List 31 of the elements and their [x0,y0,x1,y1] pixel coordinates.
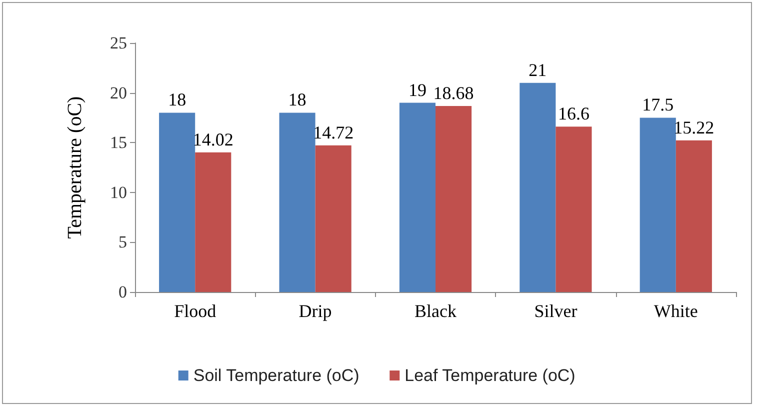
data-label: 18 [288,90,306,110]
legend-label: Leaf Temperature (oC) [404,366,576,385]
y-tick-label: 15 [110,133,127,152]
y-tick-label: 20 [110,83,127,102]
data-label: 18 [168,90,186,110]
bar [279,112,316,292]
data-label: 18.68 [433,82,474,103]
bar [640,118,676,292]
data-label: 19 [408,80,426,100]
x-tick-label: White [654,301,698,321]
y-tick-label: 5 [118,232,127,252]
data-label: 21 [528,60,547,80]
legend-label: Soil Temperature (oC) [193,366,360,385]
y-tick-label: 0 [118,282,127,302]
bar [195,152,232,292]
x-tick-label: Drip [298,301,332,321]
x-tick-label: Silver [534,301,578,321]
bar [315,145,352,292]
bar [399,102,436,292]
data-label: 17.5 [642,94,674,115]
y-axis-title: Temperature (oC) [64,96,86,239]
bar [520,82,556,292]
data-label: 16.6 [558,104,590,124]
y-tick-label: 10 [110,182,127,202]
y-tick-label: 25 [110,34,127,52]
x-tick-label: Flood [174,301,216,321]
bar [436,106,472,292]
x-tick-label: Black [414,301,456,321]
bar [159,112,196,292]
bar [556,126,592,292]
bar [676,140,712,292]
